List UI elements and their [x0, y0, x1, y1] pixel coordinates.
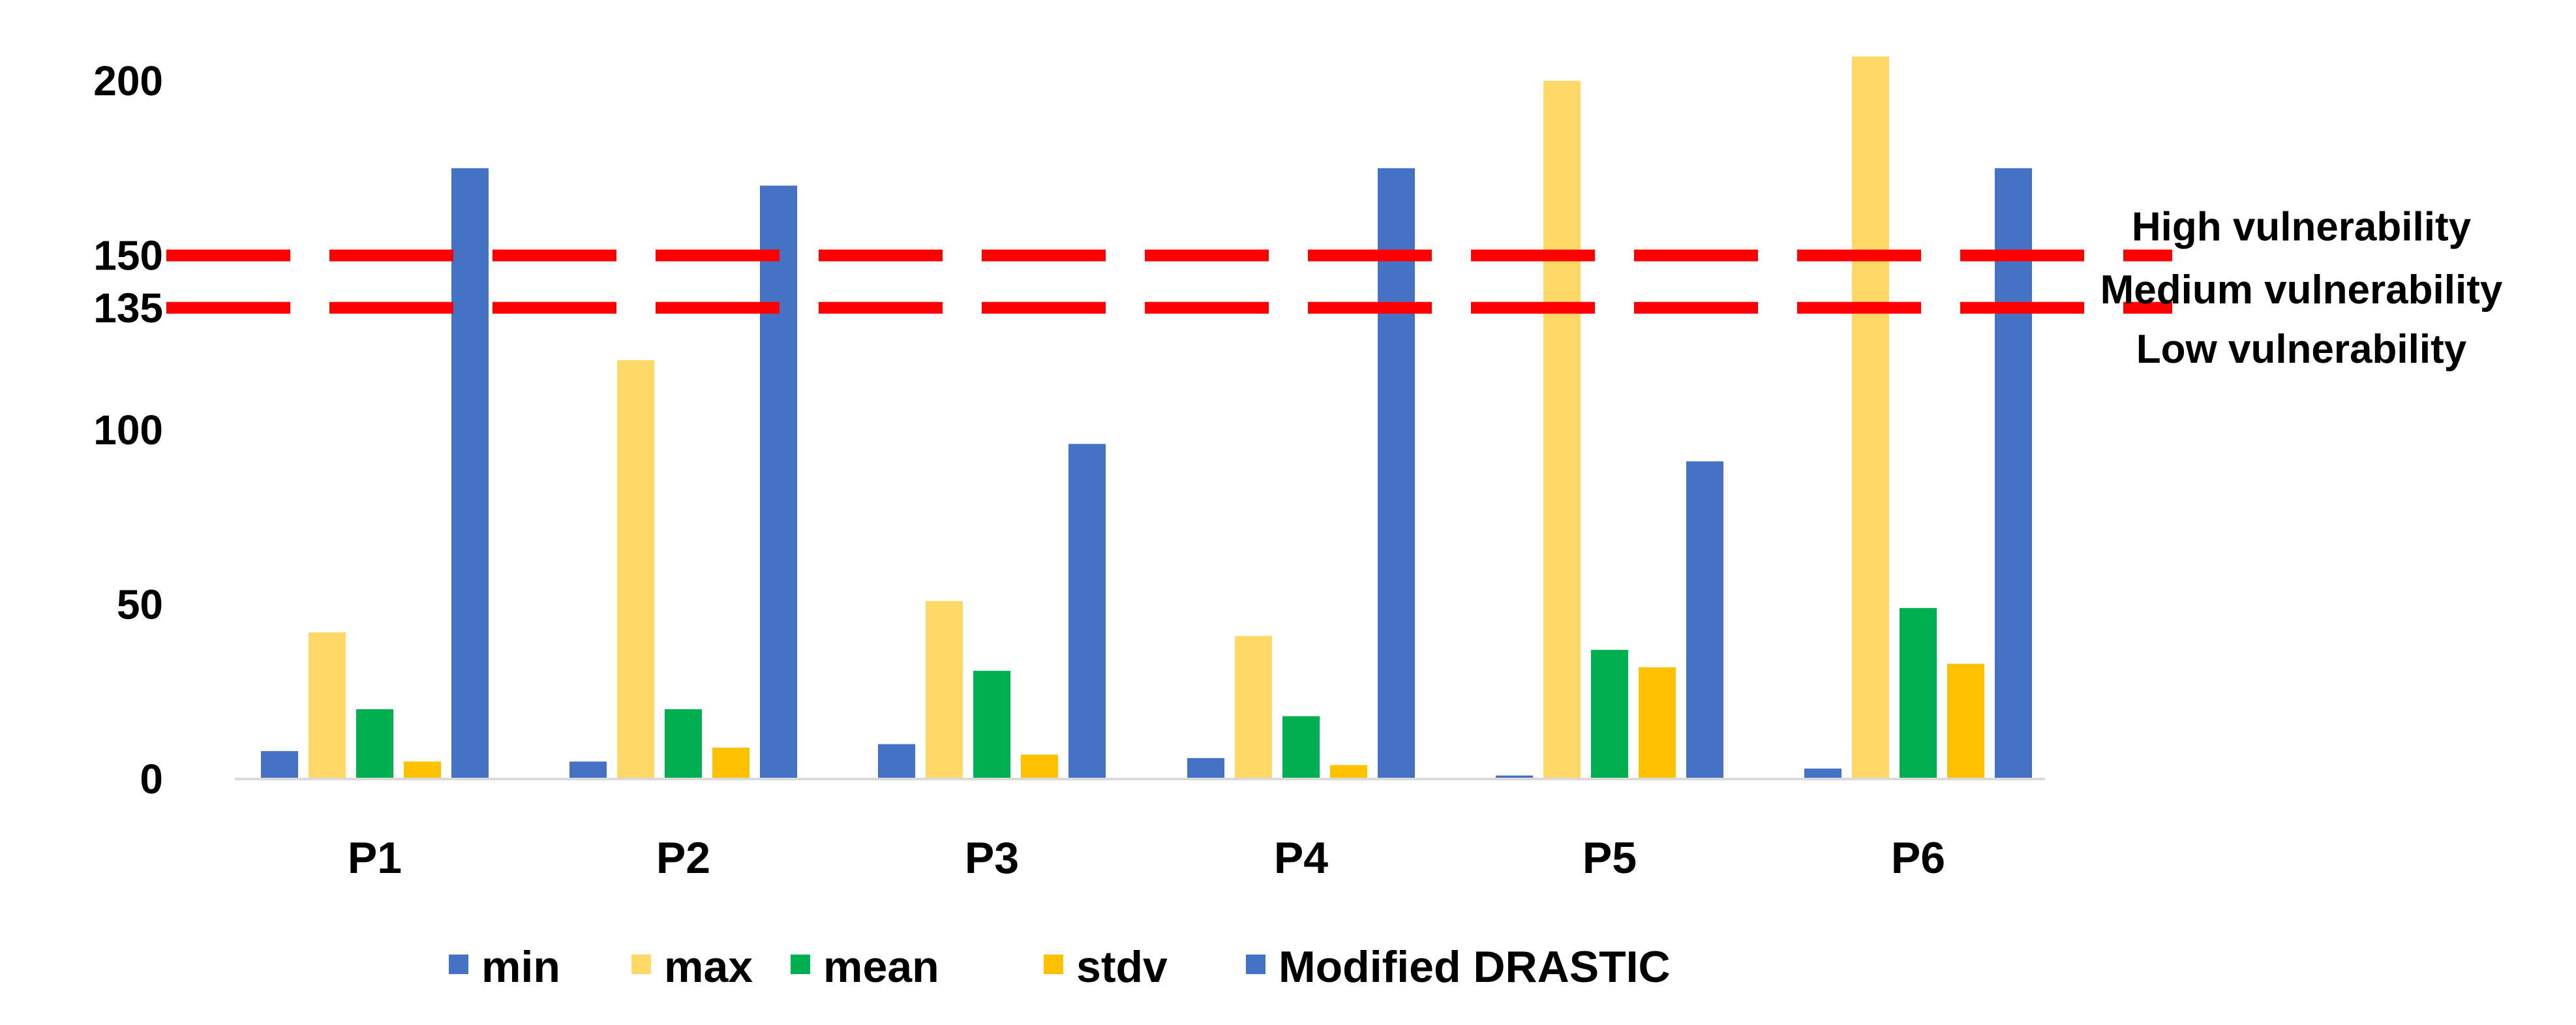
- x-tick-label-p5: P5: [1583, 833, 1637, 883]
- x-tick-label-p6: P6: [1891, 833, 1945, 883]
- bar-p4-stdv: [1330, 765, 1367, 779]
- x-tick-label-p4: P4: [1274, 833, 1328, 883]
- bar-p5-min: [1496, 775, 1533, 779]
- bar-p5-modified-drastic: [1686, 461, 1723, 779]
- bar-p4-modified-drastic: [1378, 168, 1415, 779]
- bar-p5-stdv: [1639, 667, 1676, 779]
- bar-p4-max: [1235, 635, 1272, 779]
- bar-p3-mean: [973, 671, 1010, 779]
- legend-swatch-min: [449, 955, 468, 974]
- bar-p3-max: [926, 601, 963, 779]
- x-tick-label-p1: P1: [348, 833, 402, 883]
- bar-p4-min: [1187, 757, 1224, 779]
- legend-label-mean: mean: [823, 942, 939, 992]
- legend-label-modified-drastic: Modified DRASTIC: [1279, 942, 1671, 992]
- legend: min max mean stdv Modified DRASTIC: [449, 942, 1671, 992]
- y-tick-label-0: 0: [140, 756, 163, 803]
- bar-p2-stdv: [712, 747, 750, 779]
- y-axis-ticks: 0 50 100 135 150 200: [93, 57, 163, 803]
- legend-swatch-stdv: [1044, 955, 1063, 974]
- bar-p1-stdv: [404, 761, 441, 779]
- legend-label-stdv: stdv: [1076, 942, 1168, 992]
- x-tick-label-p3: P3: [965, 833, 1019, 883]
- zone-label-high-vulnerability: High vulnerability: [2132, 205, 2472, 250]
- bar-p3-stdv: [1021, 754, 1058, 779]
- bar-p5-mean: [1591, 650, 1628, 779]
- y-tick-label-100: 100: [93, 406, 163, 453]
- bar-p2-mean: [665, 709, 702, 779]
- y-tick-label-50: 50: [117, 581, 163, 628]
- bar-p1-min: [261, 751, 298, 779]
- bars-layer: [261, 56, 2032, 779]
- bar-p6-min: [1804, 768, 1841, 779]
- bar-p2-max: [617, 360, 654, 779]
- bar-p3-modified-drastic: [1068, 444, 1106, 779]
- legend-swatch-max: [631, 955, 651, 974]
- legend-label-min: min: [481, 942, 560, 992]
- x-tick-label-p2: P2: [656, 833, 710, 883]
- y-tick-label-135: 135: [93, 284, 163, 331]
- threshold-layer: [166, 249, 2172, 314]
- bar-p4-mean: [1282, 716, 1320, 779]
- bar-p2-modified-drastic: [760, 185, 797, 779]
- bar-p1-max: [309, 632, 346, 779]
- legend-swatch-modified-drastic: [1246, 955, 1265, 974]
- vulnerability-zone-labels: High vulnerability Medium vulnerability Lo…: [2100, 205, 2503, 372]
- bar-p2-min: [569, 761, 607, 779]
- y-tick-label-150: 150: [93, 232, 163, 279]
- y-tick-label-200: 200: [93, 57, 163, 104]
- bar-p6-max: [1852, 56, 1889, 779]
- x-axis-ticks: P1 P2 P3 P4 P5 P6: [348, 833, 1945, 883]
- legend-swatch-mean: [791, 955, 810, 974]
- bar-p3-min: [878, 744, 915, 779]
- legend-label-max: max: [664, 942, 753, 992]
- zone-label-medium-vulnerability: Medium vulnerability: [2100, 268, 2503, 313]
- bar-p6-stdv: [1947, 664, 1984, 779]
- bar-p6-modified-drastic: [1995, 168, 2032, 779]
- bar-p5-max: [1543, 81, 1581, 779]
- bar-p1-modified-drastic: [451, 168, 489, 779]
- bar-p1-mean: [356, 709, 393, 779]
- zone-label-low-vulnerability: Low vulnerability: [2136, 327, 2467, 372]
- bar-p6-mean: [1900, 607, 1937, 779]
